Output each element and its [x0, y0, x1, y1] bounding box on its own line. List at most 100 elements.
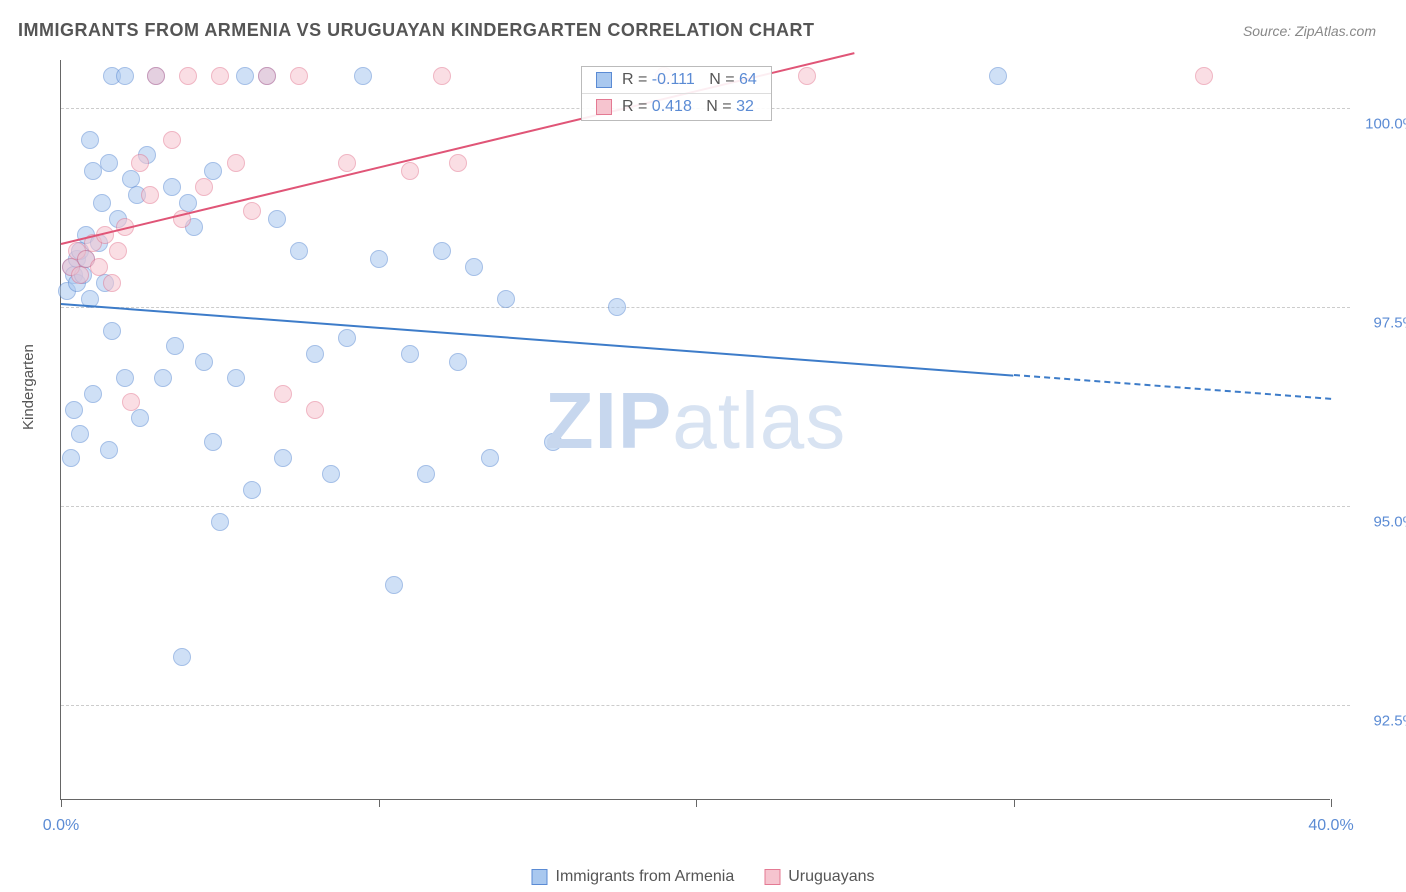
stats-n-label: N = 64: [705, 71, 757, 89]
data-point: [116, 67, 134, 85]
data-point: [163, 131, 181, 149]
data-point: [90, 258, 108, 276]
stats-n-value-pink: 32: [736, 98, 754, 115]
data-point: [798, 67, 816, 85]
data-point: [243, 202, 261, 220]
y-tick-label: 92.5%: [1356, 712, 1406, 729]
x-tick: [61, 799, 62, 807]
data-point: [268, 210, 286, 228]
data-point: [338, 329, 356, 347]
data-point: [417, 465, 435, 483]
trend-line: [1013, 374, 1331, 400]
data-point: [204, 433, 222, 451]
data-point: [131, 154, 149, 172]
data-point: [481, 449, 499, 467]
data-point: [227, 369, 245, 387]
x-tick: [1331, 799, 1332, 807]
data-point: [141, 186, 159, 204]
swatch-blue-icon: [596, 72, 612, 88]
stats-row-blue: R = -0.111 N = 64: [582, 67, 771, 93]
data-point: [81, 131, 99, 149]
data-point: [401, 162, 419, 180]
x-tick-label: 0.0%: [43, 817, 79, 835]
data-point: [195, 178, 213, 196]
stats-box: R = -0.111 N = 64 R = 0.418 N = 32: [581, 66, 772, 121]
x-tick: [696, 799, 697, 807]
x-tick: [1014, 799, 1015, 807]
data-point: [154, 369, 172, 387]
data-point: [211, 67, 229, 85]
stats-row-pink: R = 0.418 N = 32: [582, 93, 771, 120]
legend-item-blue: Immigrants from Armenia: [532, 868, 735, 886]
data-point: [306, 401, 324, 419]
data-point: [100, 441, 118, 459]
y-axis-label: Kindergarten: [20, 344, 37, 430]
data-point: [131, 409, 149, 427]
legend-swatch-blue-icon: [532, 869, 548, 885]
data-point: [71, 266, 89, 284]
y-tick-label: 95.0%: [1356, 513, 1406, 530]
data-point: [147, 67, 165, 85]
data-point: [322, 465, 340, 483]
data-point: [71, 425, 89, 443]
data-point: [103, 274, 121, 292]
data-point: [93, 194, 111, 212]
stats-n-value-blue: 64: [739, 71, 757, 88]
stats-r-label: R = -0.111: [622, 71, 695, 89]
data-point: [258, 67, 276, 85]
data-point: [103, 322, 121, 340]
data-point: [204, 162, 222, 180]
data-point: [274, 385, 292, 403]
y-tick-label: 97.5%: [1356, 314, 1406, 331]
data-point: [274, 449, 292, 467]
data-point: [338, 154, 356, 172]
data-point: [109, 242, 127, 260]
gridline: [61, 307, 1350, 308]
data-point: [173, 648, 191, 666]
data-point: [116, 369, 134, 387]
data-point: [608, 298, 626, 316]
chart-area: 92.5%95.0%97.5%100.0%0.0%40.0% ZIPatlas …: [60, 60, 1330, 800]
data-point: [497, 290, 515, 308]
gridline: [61, 705, 1350, 706]
chart-title: IMMIGRANTS FROM ARMENIA VS URUGUAYAN KIN…: [18, 20, 815, 41]
data-point: [465, 258, 483, 276]
data-point: [354, 67, 372, 85]
plot-region: 92.5%95.0%97.5%100.0%0.0%40.0%: [61, 60, 1330, 799]
data-point: [544, 433, 562, 451]
legend-label-blue: Immigrants from Armenia: [556, 868, 735, 886]
data-point: [449, 353, 467, 371]
data-point: [1195, 67, 1213, 85]
x-tick: [379, 799, 380, 807]
legend: Immigrants from Armenia Uruguayans: [532, 868, 875, 886]
data-point: [122, 393, 140, 411]
stats-r-value-blue: -0.111: [652, 71, 695, 88]
swatch-pink-icon: [596, 99, 612, 115]
data-point: [166, 337, 184, 355]
data-point: [433, 67, 451, 85]
data-point: [290, 67, 308, 85]
header: IMMIGRANTS FROM ARMENIA VS URUGUAYAN KIN…: [0, 0, 1406, 49]
data-point: [243, 481, 261, 499]
data-point: [433, 242, 451, 260]
data-point: [236, 67, 254, 85]
data-point: [989, 67, 1007, 85]
data-point: [163, 178, 181, 196]
gridline: [61, 506, 1350, 507]
data-point: [370, 250, 388, 268]
legend-item-pink: Uruguayans: [764, 868, 874, 886]
stats-n-label: N = 32: [702, 98, 754, 116]
data-point: [84, 385, 102, 403]
data-point: [195, 353, 213, 371]
data-point: [62, 449, 80, 467]
stats-r-value-pink: 0.418: [652, 98, 692, 115]
data-point: [290, 242, 308, 260]
data-point: [449, 154, 467, 172]
data-point: [385, 576, 403, 594]
x-tick-label: 40.0%: [1308, 817, 1353, 835]
data-point: [227, 154, 245, 172]
stats-r-label: R = 0.418: [622, 98, 692, 116]
data-point: [179, 67, 197, 85]
data-point: [100, 154, 118, 172]
y-tick-label: 100.0%: [1356, 115, 1406, 132]
